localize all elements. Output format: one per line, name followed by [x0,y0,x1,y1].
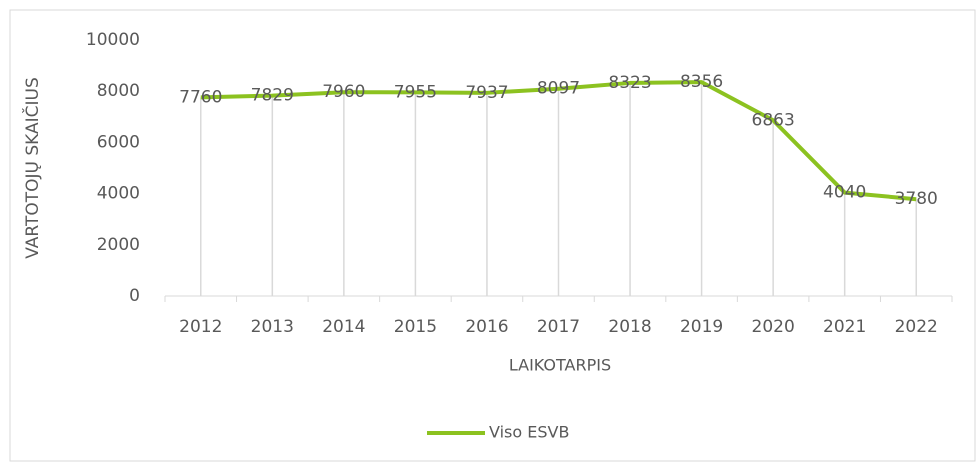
y-tick-label: 6000 [97,132,140,152]
data-label: 8356 [680,72,723,92]
x-tick-label: 2017 [537,317,580,337]
x-tick-label: 2013 [251,317,294,337]
data-label: 6863 [752,110,795,130]
x-axis-label: LAIKOTARPIS [509,356,611,375]
y-tick-label: 10000 [86,30,140,50]
x-tick-label: 2019 [680,317,723,337]
y-tick-label: 4000 [97,184,140,204]
line-series [200,80,917,202]
x-tick-label: 2022 [895,317,938,337]
x-tick-label: 2018 [608,317,651,337]
x-tick-label: 2015 [394,317,437,337]
data-label: 7937 [465,83,508,103]
data-label: 8323 [608,73,651,93]
legend-label: Viso ESVB [489,423,569,442]
x-tick-label: 2020 [752,317,795,337]
y-axis-label: VARTOTOJŲ SKAIČIUS [21,77,43,259]
data-label: 8097 [537,79,580,99]
data-label: 7829 [251,86,294,106]
x-tick-label: 2012 [179,317,222,337]
data-label: 4040 [823,183,866,203]
data-label: 3780 [895,189,938,209]
data-label: 7960 [322,82,365,102]
chart-frame [9,9,976,462]
x-tick-label: 2014 [322,317,365,337]
y-tick-label: 2000 [97,235,140,255]
data-label: 7955 [394,82,437,102]
y-tick-label: 0 [129,286,140,306]
x-tick-label: 2016 [465,317,508,337]
data-label: 7760 [179,87,222,107]
x-tick-label: 2021 [823,317,866,337]
y-tick-label: 8000 [97,81,140,101]
